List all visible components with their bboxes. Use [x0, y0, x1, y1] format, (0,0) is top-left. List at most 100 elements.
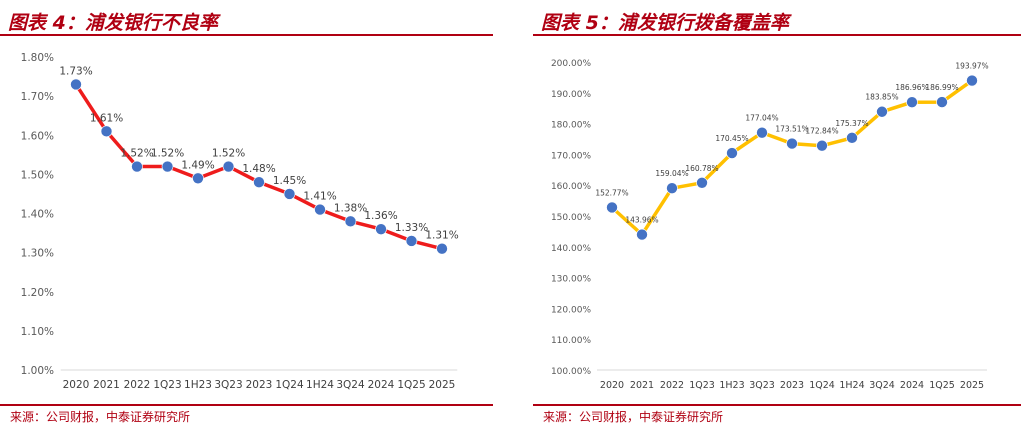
data-label: 183.85% [865, 93, 898, 102]
chart-source: 来源：公司财报，中泰证券研究所 [543, 410, 724, 424]
data-point [283, 188, 296, 200]
x-tick-label: 2021 [93, 379, 120, 391]
x-tick-label: 1Q24 [275, 379, 304, 391]
data-label: 186.96% [895, 83, 928, 92]
data-point [636, 228, 648, 241]
x-tick-label: 2022 [660, 380, 684, 391]
chart-source: 来源：公司财报，中泰证券研究所 [10, 410, 191, 424]
data-label: 1.36% [364, 210, 397, 222]
data-point [786, 137, 798, 150]
y-tick-label: 140.00% [551, 244, 591, 254]
x-tick-label: 2020 [600, 380, 624, 391]
coverage-line-chart: 100.00% 110.00% 120.00% 130.00% 140.00% 150.0… [551, 59, 989, 391]
data-point [966, 74, 978, 87]
x-tick-label: 1H23 [719, 380, 744, 391]
x-tick-label: 1H24 [839, 380, 864, 391]
data-label: 1.38% [334, 202, 367, 214]
x-tick-label: 1Q23 [689, 380, 715, 391]
x-tick-label: 3Q23 [749, 380, 775, 391]
title-divider [533, 34, 1021, 36]
data-point [70, 78, 82, 91]
data-point [756, 126, 768, 139]
data-label: 177.04% [745, 114, 778, 123]
data-point [606, 201, 618, 214]
data-point [436, 242, 448, 255]
data-point [816, 139, 828, 152]
y-tick-label: 1.70% [21, 91, 54, 103]
x-tick-label: 2025 [429, 379, 456, 391]
data-label: 1.61% [90, 112, 123, 124]
y-tick-label: 1.40% [21, 209, 54, 221]
data-label: 175.37% [835, 119, 868, 128]
y-tick-label: 190.00% [551, 90, 591, 100]
data-label: 186.99% [925, 83, 958, 92]
y-tick-label: 1.30% [21, 248, 54, 260]
x-tick-label: 2020 [63, 379, 90, 391]
y-tick-label: 120.00% [551, 305, 591, 315]
x-tick-label: 2024 [368, 379, 395, 391]
y-tick-label: 130.00% [551, 275, 591, 285]
x-tick-label: 1Q24 [809, 380, 835, 391]
x-tick-label: 2023 [780, 380, 804, 391]
data-point [696, 176, 708, 189]
x-tick-label: 2023 [246, 379, 273, 391]
y-tick-label: 1.00% [21, 365, 54, 377]
data-point [253, 176, 265, 188]
data-point [726, 147, 738, 159]
data-point [936, 96, 948, 108]
data-point [100, 125, 113, 138]
source-divider [0, 404, 493, 406]
y-tick-label: 150.00% [551, 213, 591, 223]
data-label: 193.97% [955, 62, 988, 71]
y-tick-label: 170.00% [551, 151, 591, 161]
y-tick-label: 1.80% [21, 52, 54, 64]
x-tick-label: 2024 [900, 380, 924, 391]
x-tick-label: 1Q23 [153, 379, 181, 391]
data-label: 1.52% [151, 148, 184, 160]
chart-panel-npl: 图表 4：浦发银行不良率 1.00% 1.10% 1.20% 1.30% 1.40% 1.… [0, 0, 493, 428]
data-point [375, 223, 387, 235]
y-tick-label: 110.00% [551, 336, 591, 346]
y-tick-label: 1.50% [21, 169, 54, 181]
x-tick-label: 2022 [124, 379, 151, 391]
chart-title: 图表 4：浦发银行不良率 [8, 12, 218, 34]
chart-panel-coverage: 图表 5：浦发银行拨备覆盖率 100.00% 110.00% 120.00% 130.… [533, 0, 1021, 428]
data-point [846, 132, 858, 144]
x-tick-label: 2021 [630, 380, 654, 391]
data-point [876, 105, 888, 118]
data-label: 1.45% [273, 175, 306, 187]
data-label: 1.31% [425, 230, 458, 242]
x-tick-label: 1H24 [306, 379, 334, 391]
chart-title: 图表 5：浦发银行拨备覆盖率 [541, 12, 789, 34]
y-tick-label: 1.20% [21, 287, 54, 299]
source-divider [533, 404, 1021, 406]
x-tick-label: 1Q25 [397, 379, 425, 391]
data-label: 159.04% [655, 169, 688, 178]
title-divider [0, 34, 493, 36]
x-tick-label: 2025 [960, 380, 984, 391]
data-label: 173.51% [775, 125, 808, 134]
y-tick-label: 200.00% [551, 59, 591, 69]
x-tick-label: 1Q25 [929, 380, 955, 391]
series-line [610, 79, 974, 237]
x-tick-label: 3Q23 [214, 379, 242, 391]
data-label: 1.73% [59, 65, 92, 77]
data-label: 1.33% [395, 222, 428, 234]
data-label: 152.77% [595, 188, 628, 197]
x-tick-label: 1H23 [184, 379, 212, 391]
data-point [192, 172, 204, 185]
y-tick-label: 1.10% [21, 326, 54, 338]
npl-line-chart: 1.00% 1.10% 1.20% 1.30% 1.40% 1.50% 1.60% 1.70%… [21, 52, 459, 391]
data-label: 160.78% [685, 164, 718, 173]
data-label: 1.41% [303, 191, 336, 203]
data-label: 143.96% [625, 216, 658, 225]
data-point [344, 215, 357, 228]
data-label: 172.84% [805, 127, 838, 136]
y-tick-label: 100.00% [551, 367, 591, 377]
data-point [314, 203, 326, 216]
data-label: 1.49% [181, 159, 214, 171]
y-tick-label: 180.00% [551, 121, 591, 131]
y-tick-label: 1.60% [21, 130, 54, 142]
data-point [161, 160, 174, 173]
data-point [666, 182, 678, 194]
